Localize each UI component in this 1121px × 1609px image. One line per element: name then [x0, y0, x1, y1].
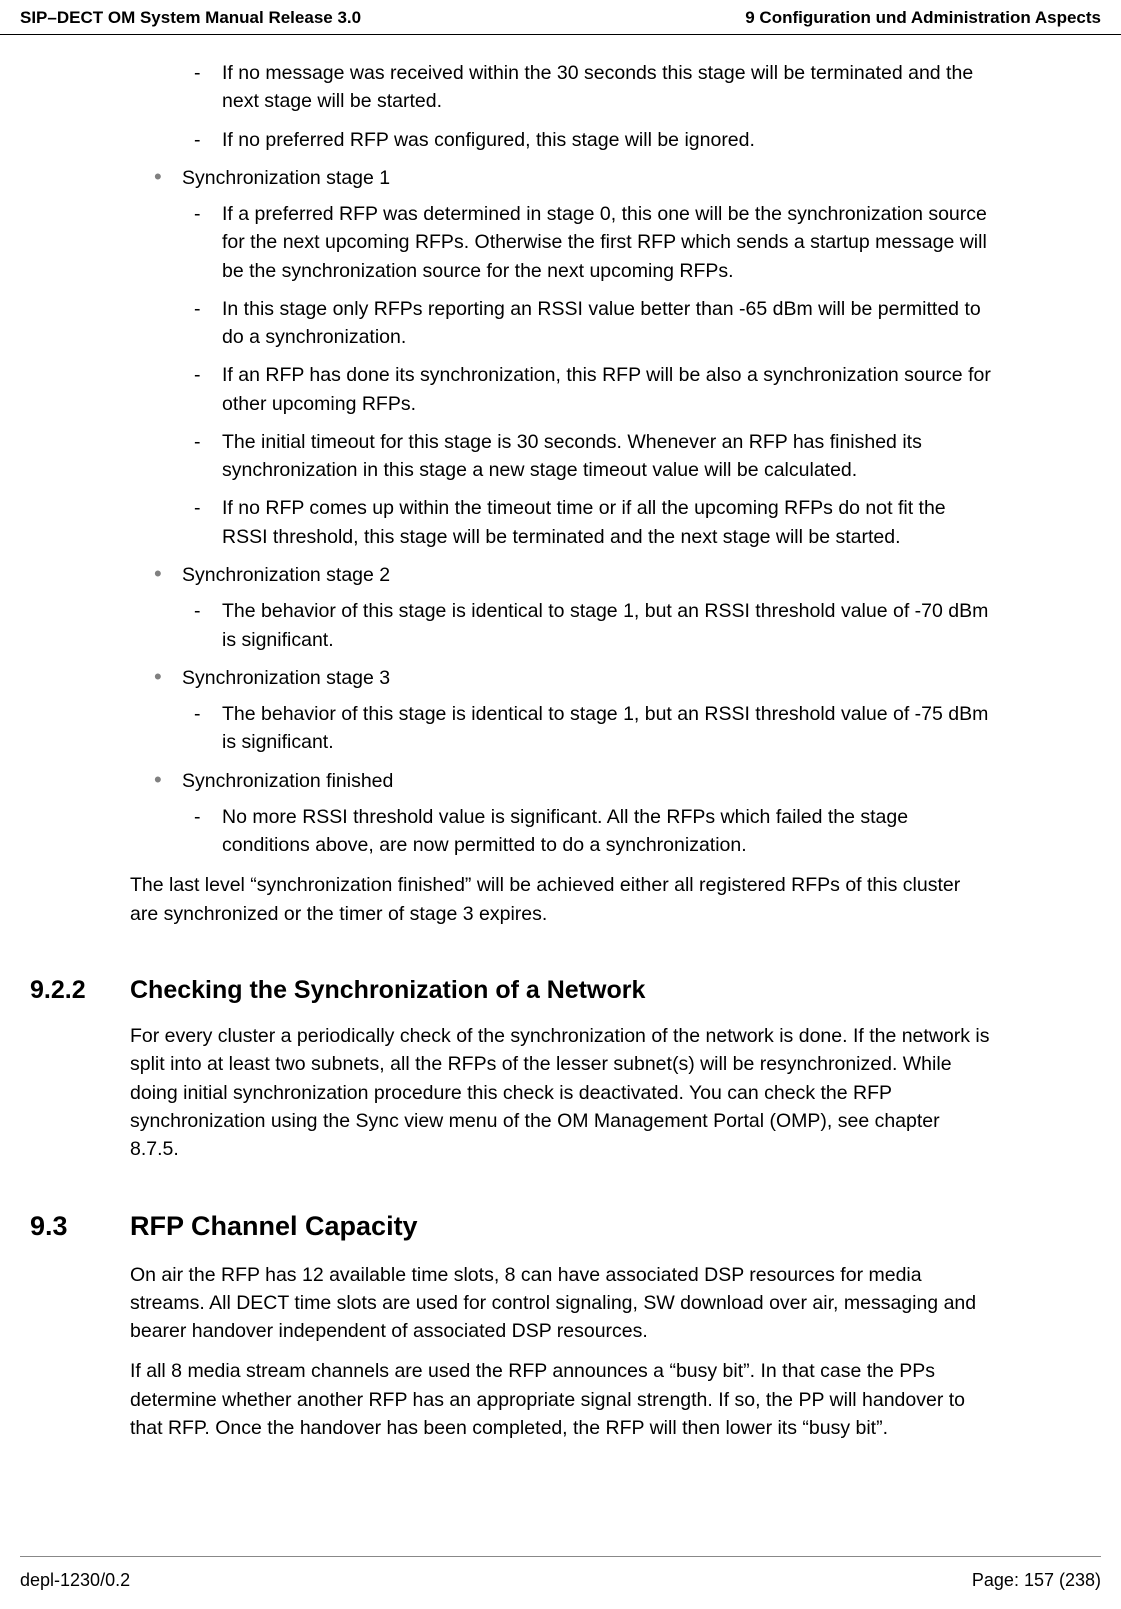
- heading-number: 9.2.2: [30, 972, 130, 1008]
- text: If a preferred RFP was determined in sta…: [222, 203, 987, 282]
- text: If no preferred RFP was configured, this…: [222, 129, 755, 151]
- text: No more RSSI threshold value is signific…: [222, 806, 908, 856]
- page-header: SIP–DECT OM System Manual Release 3.0 9 …: [0, 0, 1121, 35]
- text: If no RFP comes up within the timeout ti…: [222, 497, 946, 547]
- text: The behavior of this stage is identical …: [222, 703, 988, 753]
- list-item: If no RFP comes up within the timeout ti…: [194, 494, 991, 551]
- list-item: If a preferred RFP was determined in sta…: [194, 200, 991, 285]
- top-dash-list: If no message was received within the 30…: [130, 59, 991, 154]
- bullet-finished: Synchronization finished: [154, 767, 991, 795]
- footer-right: Page: 157 (238): [972, 1570, 1101, 1591]
- section-93-paragraph-1: On air the RFP has 12 available time slo…: [130, 1261, 991, 1346]
- heading-number: 9.3: [30, 1207, 130, 1246]
- header-left: SIP–DECT OM System Manual Release 3.0: [20, 8, 361, 28]
- list-item: The initial timeout for this stage is 30…: [194, 428, 991, 485]
- header-right: 9 Configuration und Administration Aspec…: [745, 8, 1101, 28]
- list-item: If no message was received within the 30…: [194, 59, 991, 116]
- bullet-stage1: Synchronization stage 1: [154, 164, 991, 192]
- bullet-list: Synchronization stage 1 If a preferred R…: [130, 164, 991, 860]
- closing-paragraph: The last level “synchronization finished…: [130, 871, 991, 928]
- finished-dash-list: No more RSSI threshold value is signific…: [154, 803, 991, 860]
- list-item: The behavior of this stage is identical …: [194, 597, 991, 654]
- footer-left: depl-1230/0.2: [20, 1570, 130, 1591]
- list-item: No more RSSI threshold value is signific…: [194, 803, 991, 860]
- bullet-stage3: Synchronization stage 3: [154, 664, 991, 692]
- text: Synchronization stage 1: [182, 167, 390, 189]
- page: SIP–DECT OM System Manual Release 3.0 9 …: [0, 0, 1121, 1609]
- stage2-dash-list: The behavior of this stage is identical …: [154, 597, 991, 654]
- page-content: If no message was received within the 30…: [0, 35, 1121, 1442]
- stage1-dash-list: If a preferred RFP was determined in sta…: [154, 200, 991, 551]
- text: If no message was received within the 30…: [222, 62, 973, 112]
- footer-rule: [20, 1556, 1101, 1557]
- list-item: If no preferred RFP was configured, this…: [194, 126, 991, 154]
- bullet-stage2: Synchronization stage 2: [154, 561, 991, 589]
- text: The behavior of this stage is identical …: [222, 600, 988, 650]
- section-93-paragraph-2: If all 8 media stream channels are used …: [130, 1357, 991, 1442]
- text: The initial timeout for this stage is 30…: [222, 431, 922, 481]
- text: If an RFP has done its synchronization, …: [222, 364, 991, 414]
- list-item: The behavior of this stage is identical …: [194, 700, 991, 757]
- heading-9-2-2: 9.2.2 Checking the Synchronization of a …: [30, 972, 991, 1008]
- text: Synchronization stage 2: [182, 564, 390, 586]
- heading-title: RFP Channel Capacity: [130, 1207, 418, 1246]
- page-footer: depl-1230/0.2 Page: 157 (238): [20, 1570, 1101, 1591]
- heading-title: Checking the Synchronization of a Networ…: [130, 972, 645, 1008]
- text: In this stage only RFPs reporting an RSS…: [222, 298, 981, 348]
- section-922-paragraph: For every cluster a periodically check o…: [130, 1022, 991, 1163]
- list-item: If an RFP has done its synchronization, …: [194, 361, 991, 418]
- text: Synchronization finished: [182, 770, 393, 792]
- heading-9-3: 9.3 RFP Channel Capacity: [30, 1207, 991, 1246]
- stage3-dash-list: The behavior of this stage is identical …: [154, 700, 991, 757]
- list-item: In this stage only RFPs reporting an RSS…: [194, 295, 991, 352]
- text: Synchronization stage 3: [182, 667, 390, 689]
